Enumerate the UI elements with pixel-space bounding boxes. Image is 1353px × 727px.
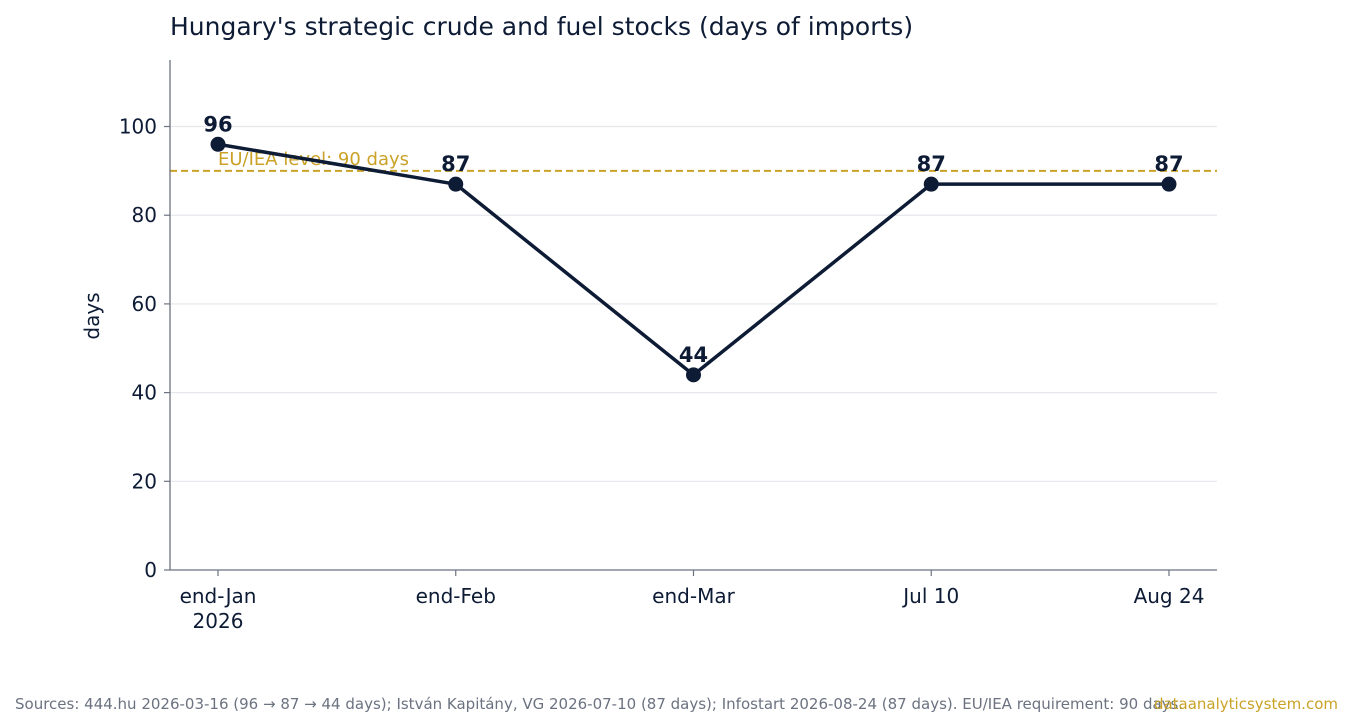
data-point [923, 176, 939, 192]
data-point [448, 176, 464, 192]
y-tick-label: 60 [132, 292, 157, 316]
chart-title: Hungary's strategic crude and fuel stock… [170, 12, 913, 41]
gridlines [170, 125, 1217, 482]
series-line [216, 142, 1171, 377]
data-label: 87 [917, 152, 946, 176]
data-label: 44 [679, 343, 708, 367]
y-tick-label: 100 [119, 115, 157, 139]
data-point [210, 136, 226, 152]
data-point [1161, 176, 1177, 192]
data-label: 87 [1154, 152, 1183, 176]
source-note: Sources: 444.hu 2026-03-16 (96 → 87 → 44… [15, 695, 1184, 713]
x-tick-label: end-Jan 2026 [180, 584, 257, 633]
data-point [686, 367, 701, 383]
x-tick-label: Aug 24 [1134, 584, 1205, 608]
data-labels: 96 87 44 87 87 [203, 112, 1183, 367]
y-tick-label: 20 [132, 469, 157, 493]
data-label: 87 [441, 152, 470, 176]
stocks-line-chart: Hungary's strategic crude and fuel stock… [80, 12, 1217, 633]
y-tick-label: 40 [132, 381, 157, 405]
y-axis-label: days [80, 292, 104, 339]
x-tick-label: end-Feb [416, 584, 496, 608]
reference-line-group: EU/IEA level: 90 days [170, 149, 1217, 172]
data-label: 96 [203, 112, 232, 136]
x-tick-label: end-Mar [652, 584, 735, 608]
axes: 0 20 40 60 80 100 end-Jan 2026 end-Feb end-Mar Jul… [119, 60, 1217, 633]
y-tick-label: 80 [132, 203, 157, 227]
series-line-group [210, 136, 1177, 383]
x-tick-label: Jul 10 [901, 584, 959, 608]
brand-link[interactable]: dataanalyticsystem.com [1153, 695, 1338, 713]
y-tick-label: 0 [144, 558, 157, 582]
